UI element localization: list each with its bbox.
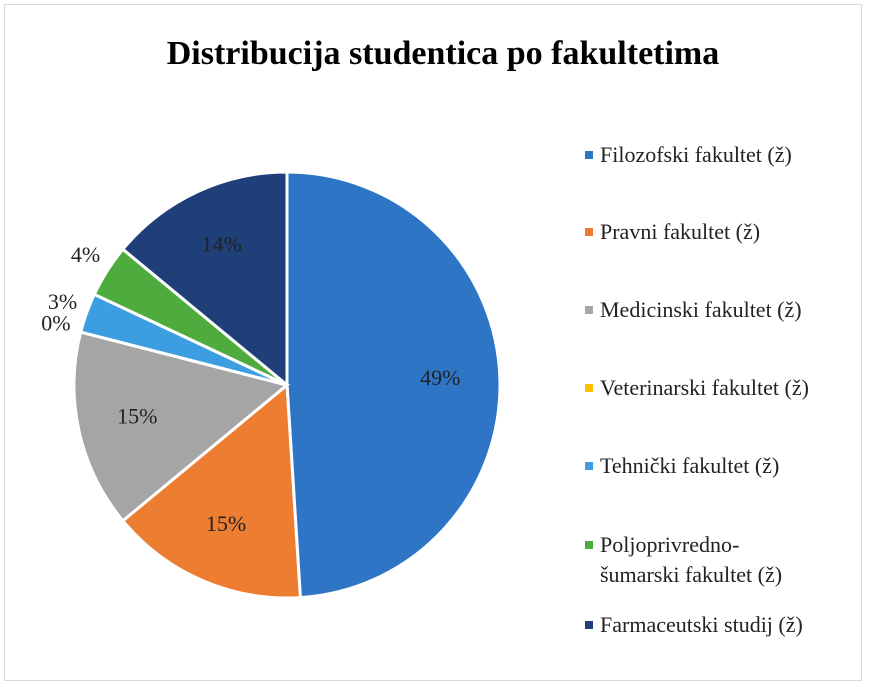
data-label: 15% — [206, 511, 246, 536]
data-label: 4% — [71, 242, 100, 267]
legend-swatch — [585, 151, 593, 159]
legend-label: Veterinarski fakultet (ž) — [600, 375, 809, 400]
chart-frame — [4, 4, 862, 681]
legend-swatch — [585, 384, 593, 392]
data-label: 3% — [48, 289, 77, 314]
legend-label: Filozofski fakultet (ž) — [600, 142, 792, 167]
legend-item: Farmaceutski studij (ž) — [585, 610, 865, 640]
data-label: 0% — [41, 311, 70, 336]
legend-label: Medicinski fakultet (ž) — [600, 297, 802, 322]
legend-swatch — [585, 621, 593, 629]
legend-swatch — [585, 306, 593, 314]
legend-swatch — [585, 541, 593, 549]
legend-swatch — [585, 228, 593, 236]
legend-item: Tehnički fakultet (ž) — [585, 451, 865, 481]
legend-label: Pravni fakultet (ž) — [600, 219, 761, 244]
data-label: 15% — [117, 404, 157, 429]
data-label: 49% — [420, 365, 460, 390]
legend-label: Tehnički fakultet (ž) — [600, 453, 780, 478]
legend-item: Pravni fakultet (ž) — [585, 217, 865, 247]
legend-item: Poljoprivredno-šumarski fakultet (ž) — [585, 530, 865, 590]
pie-slice — [120, 170, 289, 389]
chart-title: Distribucija studentica po fakultetima — [167, 35, 720, 72]
data-label: 14% — [202, 231, 242, 256]
legend-label: Farmaceutski studij (ž) — [600, 612, 803, 637]
pie-slice — [72, 330, 291, 523]
legend-item: Veterinarski fakultet (ž) — [585, 373, 865, 403]
legend-label: Poljoprivredno-šumarski fakultet (ž) — [600, 532, 783, 587]
pie-slice — [285, 170, 502, 600]
legend-item: Filozofski fakultet (ž) — [585, 140, 865, 170]
pie-slice — [120, 381, 302, 600]
legend-swatch — [585, 462, 593, 470]
legend-item: Medicinski fakultet (ž) — [585, 295, 865, 325]
